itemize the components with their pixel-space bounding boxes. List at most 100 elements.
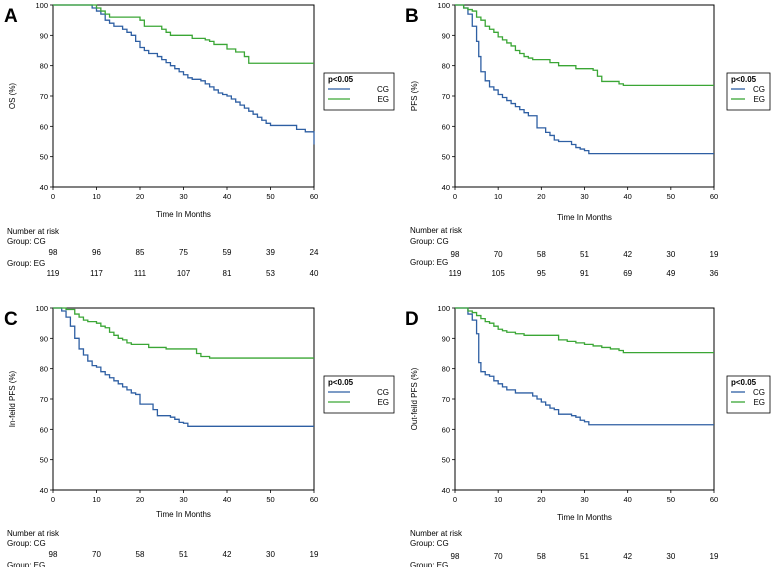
y-tick-label: 70 <box>40 395 48 404</box>
y-axis-label-a: OS (%) <box>8 83 17 110</box>
x-tick-label: 60 <box>310 192 318 201</box>
x-tick-label: 30 <box>179 495 187 504</box>
panel-c: C 0 10 20 30 40 50 60 40 50 60 70 80 90 100 Time In Mon… <box>4 304 395 567</box>
risk-value: 75 <box>179 248 188 257</box>
km-curve-eg-c <box>53 307 314 359</box>
risk-value: 49 <box>666 269 675 278</box>
x-axis-label-c: Time In Months <box>156 510 211 519</box>
y-tick-label: 90 <box>442 31 450 40</box>
risk-value: 40 <box>310 269 319 278</box>
legend-entry-cg: CG <box>753 388 765 397</box>
x-tick-label: 20 <box>537 192 545 201</box>
y-tick-label: 70 <box>442 92 450 101</box>
x-tick-label: 50 <box>667 192 675 201</box>
risk-value: 58 <box>537 552 546 561</box>
risk-group-label: Group: CG <box>410 237 449 246</box>
risk-value: 107 <box>177 269 191 278</box>
x-tick-label: 50 <box>266 192 274 201</box>
y-tick-label: 40 <box>40 183 48 192</box>
y-tick-label: 100 <box>35 304 48 313</box>
panel-d: D 0 10 20 30 40 50 60 40 50 60 70 80 90 100 Time In Mon… <box>405 304 771 567</box>
x-tick-label: 0 <box>51 495 55 504</box>
km-curve-cg-a <box>53 4 315 145</box>
x-axis-label-a: Time In Months <box>156 210 211 219</box>
plot-frame-c <box>52 307 315 491</box>
y-tick-label: 80 <box>40 365 48 374</box>
plot-frame-a <box>52 4 315 188</box>
x-tick-label: 60 <box>310 495 318 504</box>
x-tick-label: 20 <box>136 192 144 201</box>
x-tick-label: 10 <box>92 495 100 504</box>
km-curve-cg-d <box>455 307 714 426</box>
risk-group-label: Group: EG <box>7 259 45 268</box>
km-curve-cg-b <box>455 4 714 155</box>
x-tick-label: 40 <box>623 192 631 201</box>
risk-value: 53 <box>266 269 275 278</box>
risk-value: 91 <box>580 269 589 278</box>
risk-value: 81 <box>223 269 232 278</box>
risk-value: 39 <box>266 248 275 257</box>
risk-group-label: Group: EG <box>410 258 448 267</box>
x-tick-label: 10 <box>92 192 100 201</box>
x-tick-label: 0 <box>453 192 457 201</box>
plot-frame-d <box>454 307 715 491</box>
risk-value: 19 <box>710 552 719 561</box>
risk-value: 119 <box>449 269 462 278</box>
x-tick-label: 40 <box>623 495 631 504</box>
risk-value: 36 <box>710 269 719 278</box>
y-tick-label: 90 <box>442 334 450 343</box>
x-tick-label: 20 <box>537 495 545 504</box>
risk-value: 19 <box>310 550 319 559</box>
risk-table-title-b: Number at risk <box>410 226 463 235</box>
panel-letter-c: C <box>4 309 18 330</box>
risk-value: 111 <box>134 269 147 278</box>
risk-group-label: Group: EG <box>410 561 448 567</box>
x-axis-label-b: Time In Months <box>557 213 612 222</box>
legend-entry-cg: CG <box>377 85 389 94</box>
y-tick-label: 60 <box>442 122 450 131</box>
risk-value: 58 <box>136 550 145 559</box>
y-tick-label: 50 <box>40 456 48 465</box>
risk-value: 30 <box>266 550 275 559</box>
risk-value: 70 <box>494 250 503 259</box>
legend-entry-eg: EG <box>377 95 389 104</box>
risk-value: 19 <box>710 250 719 259</box>
risk-value: 95 <box>537 269 546 278</box>
panel-a: A 0 10 20 30 40 50 60 40 50 60 70 80 90 100 Time In Mon… <box>4 1 395 278</box>
x-tick-label: 30 <box>179 192 187 201</box>
y-tick-label: 80 <box>40 62 48 71</box>
risk-value: 98 <box>451 552 460 561</box>
y-axis-label-d: Out-feild PFS (%) <box>410 367 419 430</box>
panel-b: B 0 10 20 30 40 50 60 40 50 60 70 80 90 100 Time In Mon… <box>405 1 771 278</box>
risk-value: 58 <box>537 250 546 259</box>
panel-letter-b: B <box>405 6 419 27</box>
legend-entry-eg: EG <box>753 95 765 104</box>
risk-table-title-a: Number at risk <box>7 227 60 236</box>
risk-value: 85 <box>136 248 145 257</box>
x-axis-label-d: Time In Months <box>557 513 612 522</box>
legend-entry-cg: CG <box>377 388 389 397</box>
y-tick-label: 50 <box>40 153 48 162</box>
panel-letter-a: A <box>4 6 18 27</box>
panel-letter-d: D <box>405 309 419 330</box>
km-curve-eg-d <box>455 307 714 354</box>
y-tick-label: 90 <box>40 334 48 343</box>
y-tick-label: 60 <box>40 425 48 434</box>
y-tick-label: 80 <box>442 62 450 71</box>
legend-title-b: p<0.05 <box>731 75 757 84</box>
risk-group-label: Group: EG <box>7 561 45 567</box>
legend-box-b <box>726 72 771 111</box>
legend-box-d <box>726 375 771 414</box>
legend-entry-eg: EG <box>753 398 765 407</box>
legend-entry-eg: EG <box>377 398 389 407</box>
risk-value: 70 <box>494 552 503 561</box>
x-tick-label: 20 <box>136 495 144 504</box>
risk-group-label: Group: CG <box>7 237 46 246</box>
x-tick-label: 60 <box>710 192 718 201</box>
risk-value: 70 <box>92 550 101 559</box>
x-tick-label: 0 <box>453 495 457 504</box>
y-tick-label: 60 <box>40 122 48 131</box>
legend-entry-cg: CG <box>753 85 765 94</box>
y-tick-label: 50 <box>442 456 450 465</box>
risk-value: 51 <box>580 250 589 259</box>
